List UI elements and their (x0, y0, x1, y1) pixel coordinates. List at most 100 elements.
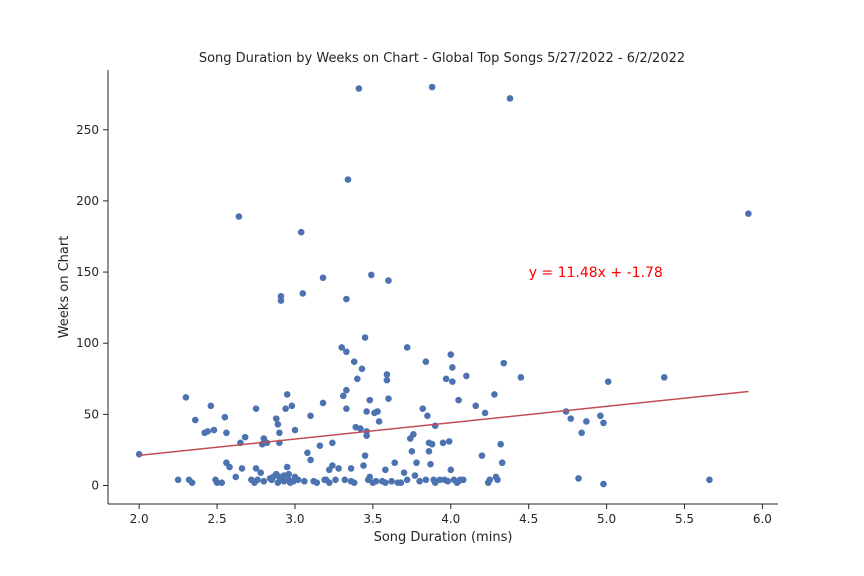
data-point (597, 412, 604, 420)
data-point (297, 228, 305, 236)
data-point (425, 448, 433, 455)
data-point (226, 463, 233, 471)
chart-title: Song Duration by Weeks on Chart - Global… (199, 51, 685, 66)
data-point (291, 426, 299, 434)
data-point (408, 448, 416, 455)
y-tick-label: 200 (76, 194, 99, 208)
data-point (397, 479, 405, 486)
data-point (210, 426, 218, 434)
x-tick-label: 2.0 (130, 512, 149, 526)
data-point (413, 459, 420, 467)
data-point (350, 479, 358, 486)
data-point (583, 418, 590, 425)
data-point (445, 438, 453, 445)
data-point (325, 479, 333, 486)
data-point (416, 477, 423, 485)
data-point (442, 375, 450, 383)
y-axis-label: Weeks on Chart (57, 236, 72, 339)
data-point (276, 429, 283, 437)
y-ticks: 0 50 100 150 200 250 (76, 123, 108, 493)
data-point (449, 378, 456, 385)
data-point (254, 476, 261, 484)
data-point (329, 462, 336, 469)
regression-equation: y = 11.48x + -1.78 (529, 265, 663, 281)
data-point (329, 439, 336, 447)
data-point (316, 442, 324, 449)
x-tick-label: 3.5 (363, 512, 382, 526)
data-point (436, 476, 444, 484)
data-point (459, 476, 467, 484)
data-point (360, 462, 367, 469)
data-point (319, 274, 327, 282)
data-point (428, 440, 436, 448)
data-point (506, 95, 514, 102)
data-point (388, 477, 395, 485)
data-point (481, 409, 489, 417)
data-point (301, 477, 308, 485)
data-point (745, 210, 752, 218)
data-point (368, 271, 375, 279)
data-point (252, 465, 260, 472)
data-point (604, 378, 612, 385)
data-point (343, 295, 350, 303)
x-tick-label: 5.0 (597, 512, 616, 526)
data-point (343, 405, 350, 412)
data-point (419, 405, 427, 412)
data-point (494, 476, 501, 484)
data-point (403, 344, 411, 351)
data-point (213, 479, 221, 486)
data-point (383, 371, 391, 378)
data-point (422, 358, 430, 366)
fit-line-group (139, 390, 749, 457)
data-point (304, 449, 311, 457)
data-point (235, 213, 243, 220)
data-point (358, 365, 366, 373)
data-point (366, 473, 374, 481)
data-point (343, 386, 350, 394)
data-point (478, 452, 486, 459)
x-tick-label: 2.5 (208, 512, 227, 526)
data-point (299, 290, 307, 297)
data-point (332, 476, 339, 484)
data-point (660, 374, 668, 381)
data-point (706, 476, 713, 484)
data-point (283, 391, 291, 398)
data-point (455, 396, 462, 404)
y-tick-label: 250 (76, 123, 99, 137)
data-point (357, 425, 364, 432)
y-tick-label: 100 (76, 336, 99, 350)
data-point (361, 334, 369, 341)
data-point (382, 466, 389, 474)
data-point (500, 359, 508, 367)
data-point (294, 476, 302, 484)
data-point (447, 351, 455, 358)
data-point (191, 416, 199, 424)
data-point (285, 470, 293, 478)
data-point (347, 465, 355, 472)
data-point (449, 364, 456, 371)
x-tick-label: 5.5 (675, 512, 694, 526)
data-points (135, 83, 752, 488)
data-point (491, 391, 498, 398)
data-point (361, 452, 369, 459)
data-point (497, 440, 504, 448)
data-point (221, 413, 229, 421)
data-point (498, 459, 506, 467)
data-point (260, 477, 268, 485)
data-point (188, 479, 196, 486)
data-point (600, 419, 607, 427)
data-point (463, 372, 470, 380)
data-point (363, 432, 370, 439)
data-point (427, 460, 434, 468)
data-point (343, 348, 350, 356)
data-point (363, 408, 370, 415)
y-tick-label: 50 (84, 407, 99, 421)
data-point (424, 412, 431, 420)
data-point (223, 429, 230, 437)
y-tick-label: 0 (91, 479, 99, 493)
data-point (218, 479, 226, 486)
data-point (600, 480, 607, 488)
data-point (283, 463, 291, 471)
data-point (366, 396, 374, 404)
data-point (232, 473, 240, 481)
